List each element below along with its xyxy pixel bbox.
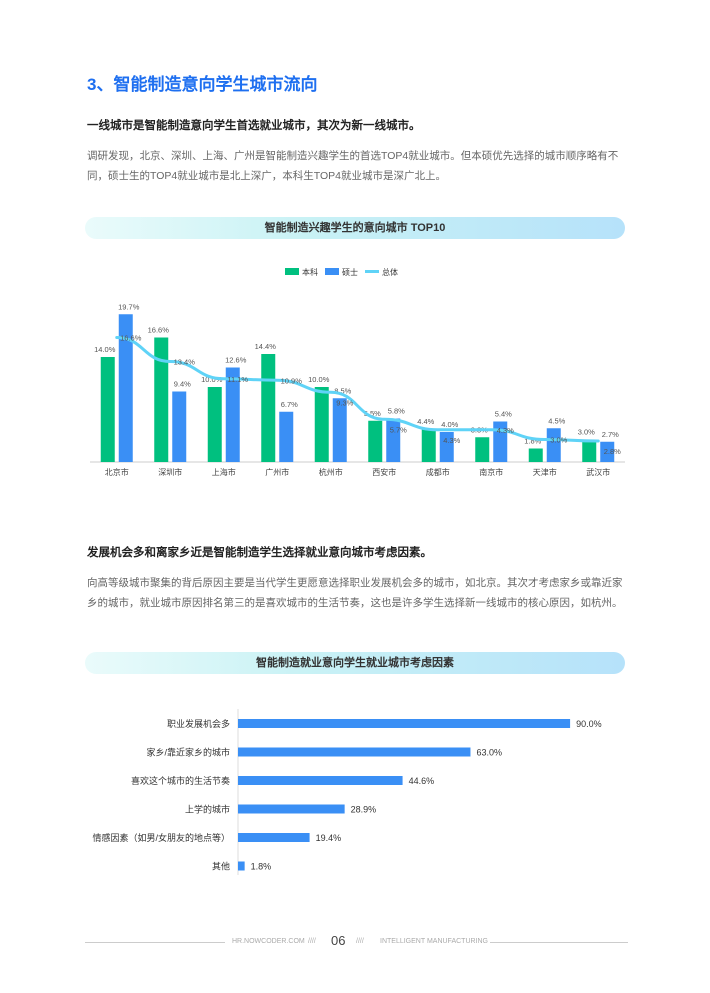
x-tick-label: 上海市 (212, 467, 236, 477)
total-label: 5.7% (390, 425, 407, 434)
block2-paragraph: 向高等级城市聚集的背后原因主要是当代学生更愿意选择职业发展机会多的城市，如北京。… (87, 577, 623, 609)
legend-label: 总体 (382, 267, 398, 277)
total-label: 4.3% (443, 436, 460, 445)
data-label: 14.4% (255, 342, 277, 351)
data-label: 28.9% (351, 805, 377, 815)
legend-swatch (325, 268, 339, 275)
bar-bachelor (582, 439, 597, 462)
bar-bachelor (314, 387, 329, 462)
block1-subtitle: 一线城市是智能制造意向学生首选就业城市，其次为新一线城市。 (87, 120, 421, 132)
x-tick-label: 武汉市 (586, 467, 610, 477)
total-label: 3.0% (550, 436, 567, 445)
bar-master (332, 398, 347, 462)
data-label: 90.0% (576, 719, 602, 729)
category-label: 喜欢这个城市的生活节奏 (131, 775, 230, 786)
data-label: 5.4% (495, 410, 512, 419)
x-tick-label: 广州市 (265, 467, 289, 477)
data-label: 19.4% (316, 833, 342, 843)
chart2-title: 智能制造就业意向学生就业城市考虑因素 (85, 652, 625, 674)
total-line (115, 336, 600, 443)
bar-bachelor (368, 420, 383, 462)
bar-master (600, 441, 615, 462)
bar-bachelor (100, 357, 115, 462)
data-label: 5.5% (364, 409, 381, 418)
data-label: 44.6% (409, 776, 435, 786)
total-label: 13.4% (174, 358, 196, 367)
x-tick-label: 杭州市 (319, 467, 343, 477)
total-label: 16.6% (120, 334, 142, 343)
bar-bachelor (261, 354, 276, 462)
x-tick-label: 西安市 (372, 467, 396, 477)
legend-label: 硕士 (342, 267, 358, 277)
bar-master (546, 428, 561, 462)
data-label: 12.6% (225, 356, 247, 365)
page-number: 06 (331, 933, 346, 948)
category-label: 职业发展机会多 (167, 718, 230, 729)
data-label: 2.7% (602, 430, 619, 439)
x-tick-label: 天津市 (533, 467, 557, 477)
total-label: 4.3% (497, 426, 514, 435)
category-label: 上学的城市 (185, 804, 230, 815)
bar-master (279, 411, 294, 462)
data-label: 6.7% (281, 400, 298, 409)
x-tick-label: 深圳市 (158, 467, 182, 477)
data-label: 3.0% (578, 428, 595, 437)
x-tick-label: 北京市 (105, 467, 129, 477)
bar-bachelor (528, 448, 543, 462)
bar-master (172, 391, 187, 462)
bar (238, 861, 245, 871)
legend-swatch (285, 268, 299, 275)
data-label: 1.8% (524, 437, 541, 446)
bar-master (386, 418, 401, 462)
bar (238, 804, 345, 814)
bar-bachelor (154, 337, 169, 462)
footer-line-right (490, 942, 628, 943)
data-label: 4.5% (548, 416, 565, 425)
bar (238, 776, 403, 785)
total-label: 2.8% (604, 447, 621, 456)
category-label: 其他 (212, 861, 230, 872)
bar-bachelor (475, 437, 490, 462)
footer-site: HR.NOWCODER.COM (232, 938, 305, 945)
block1-paragraph: 调研发现，北京、深圳、上海、广州是智能制造兴趣学生的首选TOP4就业城市。但本硕… (87, 150, 619, 182)
data-label: 16.6% (148, 326, 170, 335)
x-tick-label: 成都市 (426, 467, 450, 477)
bar-bachelor (207, 387, 222, 462)
city-chart: 本科 硕士 总体 14.0% 19.7% 北京市 16.6% 9.4% 深圳市 10.0% 12.6… (90, 267, 625, 477)
total-label: 11.1% (227, 375, 248, 384)
bar (238, 747, 471, 757)
footer-sep: //// (308, 938, 316, 945)
legend-label: 本科 (302, 267, 318, 277)
factor-chart: 职业发展机会多 90.0% 家乡/靠近家乡的城市 63.0% 喜欢这个城市的生活节奏 44… (92, 709, 602, 875)
block2-subtitle: 发展机会多和离家乡近是智能制造学生选择就业意向城市考虑因素。 (87, 547, 432, 559)
data-label: 19.7% (118, 302, 140, 311)
data-label: 10.0% (308, 375, 330, 384)
chart1-title: 智能制造兴趣学生的意向城市 TOP10 (85, 217, 625, 239)
bar-bachelor (421, 429, 436, 462)
bar-master (118, 314, 133, 462)
total-label: 10.9% (281, 376, 303, 385)
x-tick-label: 南京市 (479, 467, 503, 477)
footer-topic: INTELLIGENT MANUFACTURING (380, 938, 488, 945)
data-label: 9.4% (174, 380, 191, 389)
data-label: 5.8% (388, 407, 405, 416)
data-label: 4.4% (417, 417, 434, 426)
footer-line-left (85, 942, 225, 943)
bar-master (225, 367, 240, 462)
section-title: 3、智能制造意向学生城市流向 (87, 75, 318, 94)
data-label: 10.0% (201, 375, 223, 384)
data-label: 4.0% (441, 420, 458, 429)
bar (238, 719, 571, 728)
total-label: 9.3% (336, 398, 353, 407)
data-label: 14.0% (94, 345, 116, 354)
bar-master (439, 432, 454, 462)
category-label: 情感因素（如男/女朋友的地点等） (92, 832, 230, 843)
data-label: 8.5% (334, 386, 351, 395)
data-label: 1.8% (251, 862, 272, 872)
footer-sep: //// (356, 938, 364, 945)
bar (238, 833, 310, 842)
data-label: 63.0% (476, 748, 502, 758)
category-label: 家乡/靠近家乡的城市 (146, 747, 230, 758)
